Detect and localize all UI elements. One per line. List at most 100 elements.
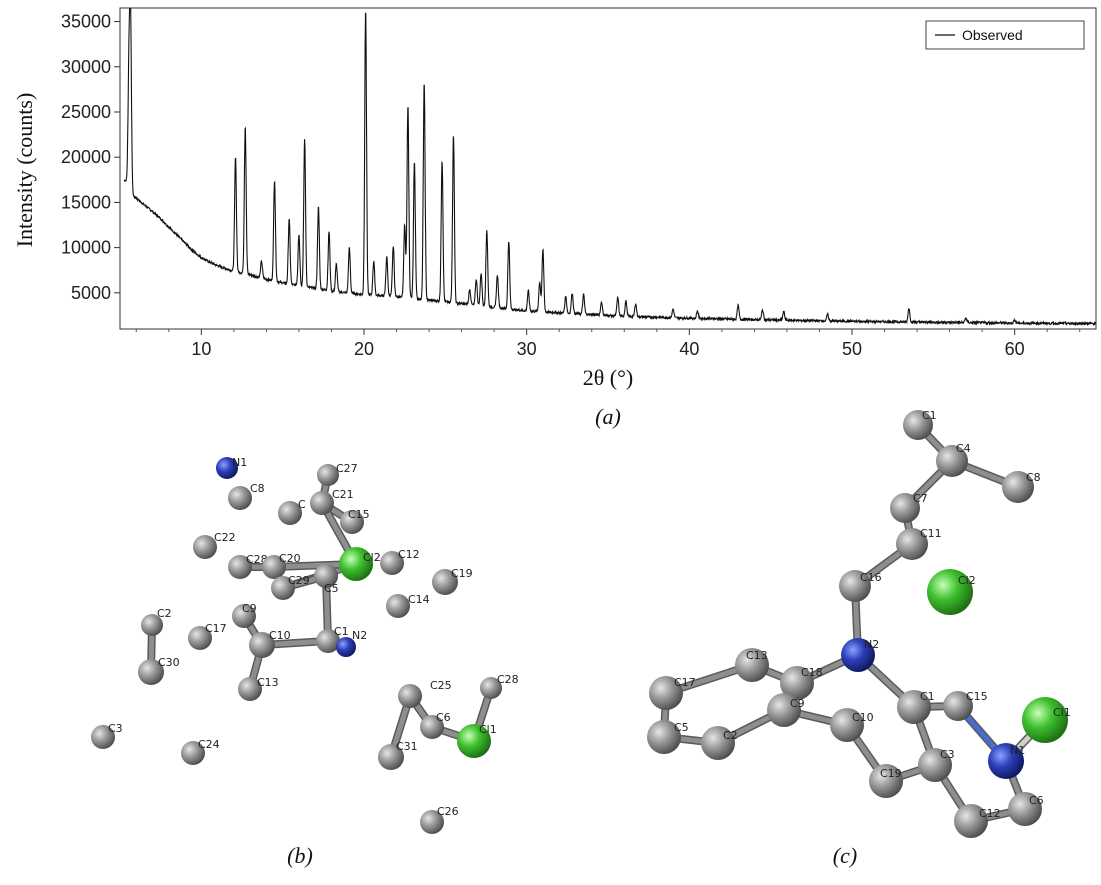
atom-c17: C17 (649, 676, 696, 710)
atom-label: C13 (746, 649, 768, 662)
atom-label: C13 (257, 676, 279, 689)
atom-sphere (936, 445, 968, 477)
atom-sphere (927, 569, 973, 615)
x-tick-label: 50 (842, 339, 862, 359)
atom-c6: C6 (420, 711, 451, 739)
atom-label: Cl2 (363, 551, 381, 564)
atom-label: C17 (205, 622, 227, 635)
atom-label: C17 (674, 676, 696, 689)
atom-label: C3 (108, 722, 123, 735)
atom-sphere (188, 626, 212, 650)
atom-sphere (897, 690, 931, 724)
atom-c5: C5 (647, 720, 689, 754)
atom-c22: C22 (193, 531, 236, 559)
atom-c11: C11 (896, 527, 942, 560)
atom-label: N2 (352, 629, 367, 642)
atom-c18: C18 (780, 666, 823, 700)
y-tick-label: 20000 (61, 147, 111, 167)
caption-b: (b) (287, 843, 313, 868)
atom-label: C28 (246, 553, 268, 566)
atom-label: C1 (334, 625, 349, 638)
x-tick-label: 40 (679, 339, 699, 359)
atom-sphere (216, 457, 238, 479)
atom-c6: C6 (1008, 792, 1044, 826)
atom-sphere (91, 725, 115, 749)
atom-sphere (839, 570, 871, 602)
atom-c15: C15 (340, 508, 370, 534)
caption-c: (c) (833, 843, 857, 868)
observed-series-line (123, 8, 1096, 327)
atom-sphere (457, 724, 491, 758)
atom-label: Cl1 (1053, 706, 1071, 719)
atom-c1: C1 (903, 409, 937, 440)
atom-c5: C5 (314, 564, 339, 595)
atom-c26: C26 (420, 805, 459, 834)
atom-sphere (249, 632, 275, 658)
atom-sphere (317, 464, 339, 486)
atom-label: C (298, 498, 306, 511)
y-tick-label: 35000 (61, 12, 111, 32)
atom-label: C3 (940, 748, 955, 761)
atom-label: C12 (979, 807, 1001, 820)
x-tick-label: 60 (1005, 339, 1025, 359)
x-tick-label: 10 (191, 339, 211, 359)
atom-label: C1 (922, 409, 937, 422)
atom-label: C15 (348, 508, 370, 521)
molecule-c-diagram: C1 C4 C8 C7 C11 C16 Cl2 N2 C13 C18 C17 C9 C10 C1 C15 Cl… (647, 409, 1071, 838)
x-tick-label: 30 (517, 339, 537, 359)
atom-sphere (398, 684, 422, 708)
y-tick-label: 30000 (61, 57, 111, 77)
y-axis-label: Intensity (counts) (12, 93, 37, 248)
atom-sphere (780, 666, 814, 700)
atom-c13: C13 (238, 676, 279, 701)
x-axis-label: 2θ (°) (583, 365, 634, 390)
atom-c28: C28 (480, 673, 519, 699)
atom-cl1: Cl1 (457, 723, 497, 758)
atom-cl2: Cl2 (927, 569, 976, 615)
atom-c15: C15 (943, 690, 988, 721)
atom-sphere (271, 576, 295, 600)
atom-sphere (340, 510, 364, 534)
atom-cl2: Cl2 (339, 547, 381, 581)
atom-sphere (262, 555, 286, 579)
atom-sphere (869, 764, 903, 798)
atom-label: C1 (920, 690, 935, 703)
atom-sphere (890, 493, 920, 523)
atom-label: C5 (674, 721, 689, 734)
atom-sphere (386, 594, 410, 618)
atom-sphere (310, 491, 334, 515)
atom-sphere (181, 741, 205, 765)
atom-n1: N1 (216, 456, 247, 479)
atom-label: C8 (250, 482, 265, 495)
atom-label: C31 (396, 740, 418, 753)
atom-label: C7 (913, 492, 928, 505)
atom-c12: C12 (380, 548, 420, 575)
atom-label: C20 (279, 552, 301, 565)
atom-label: C21 (332, 488, 354, 501)
atom-label: C5 (324, 582, 339, 595)
atom-n2: N2 (841, 638, 879, 672)
atom-c8: C8 (1002, 471, 1041, 503)
atom-label: C14 (408, 593, 430, 606)
atom-sphere (432, 569, 458, 595)
atom-sphere (988, 743, 1024, 779)
atom-sphere (339, 547, 373, 581)
atom-c2: C2 (701, 726, 738, 760)
atom-c1: C1 (897, 690, 935, 724)
atom-sphere (314, 564, 338, 588)
atom-sphere (420, 715, 444, 739)
atom-label: C16 (860, 571, 882, 584)
atom-label: Cl2 (958, 574, 976, 587)
atom-sphere (316, 629, 340, 653)
atom-c14: C14 (386, 593, 430, 618)
atom-sphere (701, 726, 735, 760)
atom-sphere (903, 410, 933, 440)
atom-c28: C28 (228, 553, 268, 579)
atom-c3: C3 (91, 722, 123, 749)
atom-c31: C31 (378, 740, 418, 770)
atom-sphere (943, 691, 973, 721)
atom-c9: C9 (232, 602, 257, 628)
atom-label: Cl1 (479, 723, 497, 736)
molecule-c-atoms: C1 C4 C8 C7 C11 C16 Cl2 N2 C13 C18 C17 C9 C10 C1 C15 Cl… (647, 409, 1071, 838)
